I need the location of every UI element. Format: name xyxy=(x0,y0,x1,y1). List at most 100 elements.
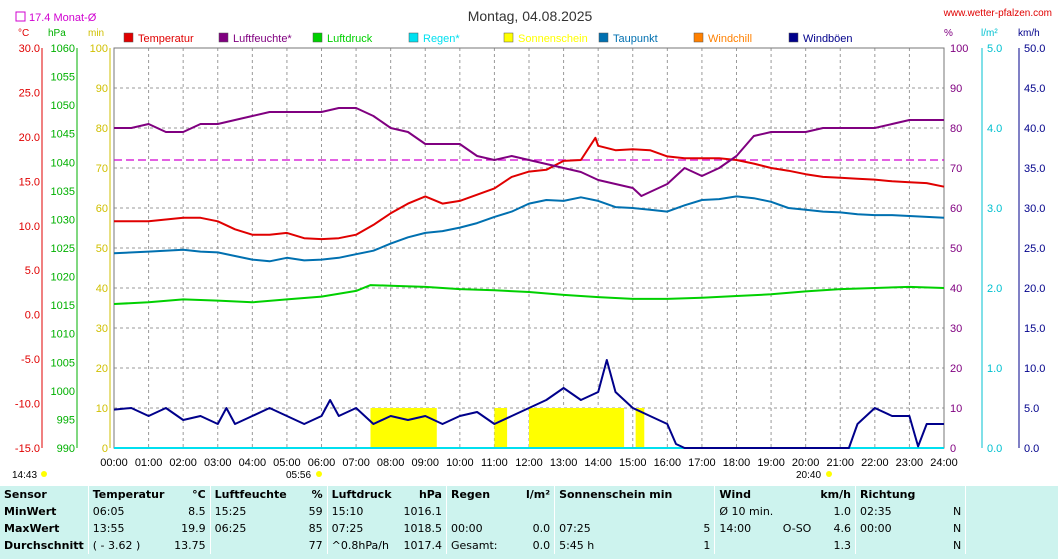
wind-tick-label: 0.0 xyxy=(1024,443,1039,455)
temp-value: 13.75 xyxy=(174,539,206,552)
stats-spacer xyxy=(965,503,1058,520)
sunshine-bar xyxy=(635,408,645,448)
temp-unit-label: °C xyxy=(18,28,29,39)
press-tick-label: 1060 xyxy=(51,43,75,55)
sun-value: 1 xyxy=(703,539,711,552)
press-tick-label: 1020 xyxy=(51,272,75,284)
minutes-tick-label: 40 xyxy=(96,283,108,295)
dir-time xyxy=(854,537,920,554)
sunrise-label: 05:56 xyxy=(286,470,311,481)
temp-tick-label: 25.0 xyxy=(19,87,40,99)
rain-unit-label: l/m² xyxy=(981,28,998,39)
percent-tick-label: 100 xyxy=(950,43,968,55)
legend-swatch xyxy=(218,32,229,43)
temp-time: ( - 3.62 ) xyxy=(87,537,169,554)
stats-header-row: Sensor Temperatur °C Luftfeuchte % Luftd… xyxy=(0,486,1058,503)
sensor-header: Sensor xyxy=(4,488,47,501)
wind-tick-label: 10.0 xyxy=(1024,363,1045,375)
x-tick-label: 22:00 xyxy=(861,457,889,469)
minutes-tick-label: 60 xyxy=(96,203,108,215)
x-tick-label: 15:00 xyxy=(619,457,647,469)
legend-swatch xyxy=(312,32,323,43)
series-windböen-line xyxy=(113,359,944,449)
temp-tick-label: -15.0 xyxy=(15,443,40,455)
stats-row-avg: Durchschnitt ( - 3.62 ) 13.75 77 ^0.8hPa… xyxy=(0,537,1058,554)
minutes-tick-label: 100 xyxy=(90,43,108,55)
x-tick-label: 04:00 xyxy=(239,457,267,469)
legend-label: Sonnenschein xyxy=(518,33,588,45)
press-time: ^0.8hPa/h xyxy=(326,537,399,554)
x-tick-label: 12:00 xyxy=(515,457,543,469)
sunset-label: 20:40 xyxy=(796,470,821,481)
legend-swatch xyxy=(598,32,609,43)
rain-value: 0.0 xyxy=(532,539,551,552)
wind-tick-label: 45.0 xyxy=(1024,83,1045,95)
percent-tick-label: 60 xyxy=(950,203,962,215)
percent-tick-label: 70 xyxy=(950,163,962,175)
x-tick-label: 00:00 xyxy=(100,457,128,469)
x-tick-label: 23:00 xyxy=(896,457,924,469)
temp-unit-header: °C xyxy=(192,488,206,501)
legend-swatch xyxy=(693,32,704,43)
rain-value xyxy=(511,503,555,520)
temp-tick-label: 10.0 xyxy=(19,221,40,233)
press-tick-label: 1005 xyxy=(51,357,75,369)
sunshine-bar xyxy=(494,408,508,448)
moon-time-label: 14:43 xyxy=(12,470,37,481)
temp-tick-label: 5.0 xyxy=(25,265,40,277)
sunshine-bars xyxy=(370,408,645,448)
wind-tick-label: 25.0 xyxy=(1024,243,1045,255)
temp-time: 06:05 xyxy=(87,503,169,520)
minutes-tick-label: 0 xyxy=(102,443,108,455)
hum-time: 06:25 xyxy=(209,520,291,537)
minutes-tick-label: 50 xyxy=(96,243,108,255)
wind-b xyxy=(779,537,817,554)
press-tick-label: 995 xyxy=(57,414,75,426)
hum-unit-header: % xyxy=(311,488,323,501)
wind-unit-header: km/h xyxy=(820,488,851,501)
legend-label: Windböen xyxy=(803,33,853,45)
x-tick-label: 10:00 xyxy=(446,457,474,469)
moon-icon xyxy=(41,471,47,477)
weather-chart: 30.0 25.0 20.0 15.0 10.0 5.0 0.0 -5.0 -10.0 -15.0… xyxy=(12,8,1052,481)
percent-tick-label: 0 xyxy=(950,443,956,455)
hum-time: 15:25 xyxy=(209,503,291,520)
rain-time xyxy=(445,503,511,520)
percent-tick-label: 20 xyxy=(950,363,962,375)
dir-value: N xyxy=(952,522,962,535)
source-link[interactable]: www.wetter-pfalzen.com xyxy=(943,8,1052,19)
stats-row-max: MaxWert 13:55 19.9 06:25 85 07:25 1018.5… xyxy=(0,520,1058,537)
hum-value: 85 xyxy=(308,522,323,535)
press-tick-label: 1055 xyxy=(51,72,75,84)
hum-time xyxy=(209,537,291,554)
percent-tick-label: 50 xyxy=(950,243,962,255)
minutes-tick-label: 20 xyxy=(96,363,108,375)
x-tick-label: 08:00 xyxy=(377,457,405,469)
x-tick-label: 11:00 xyxy=(481,457,508,469)
wind-value: 1.3 xyxy=(833,539,851,552)
month-average-label: 17.4 Monat-Ø xyxy=(29,12,97,24)
sun-unit-header xyxy=(676,486,715,503)
legend-label: Regen* xyxy=(423,33,460,45)
press-tick-label: 1000 xyxy=(51,386,75,398)
sunset-icon xyxy=(826,471,832,477)
press-value: 1016.1 xyxy=(403,505,442,518)
chart-title: Montag, 04.08.2025 xyxy=(468,8,593,24)
wind-unit-label: km/h xyxy=(1018,28,1040,39)
sunshine-bar xyxy=(529,408,625,448)
press-tick-label: 1035 xyxy=(51,186,75,198)
hum-value: 77 xyxy=(308,539,323,552)
legend-swatch xyxy=(408,32,419,43)
x-tick-label: 01:00 xyxy=(135,457,163,469)
series-taupunkt-line xyxy=(113,195,945,263)
x-tick-label: 18:00 xyxy=(723,457,751,469)
chart-legend: Temperatur Luftfeuchte* Luftdruck Regen* Son… xyxy=(123,32,853,45)
wind-tick-label: 30.0 xyxy=(1024,203,1045,215)
dir-value: N xyxy=(952,539,962,552)
legend-label: Luftfeuchte* xyxy=(233,33,292,45)
temp-tick-label: -5.0 xyxy=(21,354,40,366)
temp-tick-label: -10.0 xyxy=(15,399,40,411)
hum-header: Luftfeuchte xyxy=(209,486,291,503)
minutes-tick-label: 30 xyxy=(96,323,108,335)
temp-tick-label: 20.0 xyxy=(19,132,40,144)
